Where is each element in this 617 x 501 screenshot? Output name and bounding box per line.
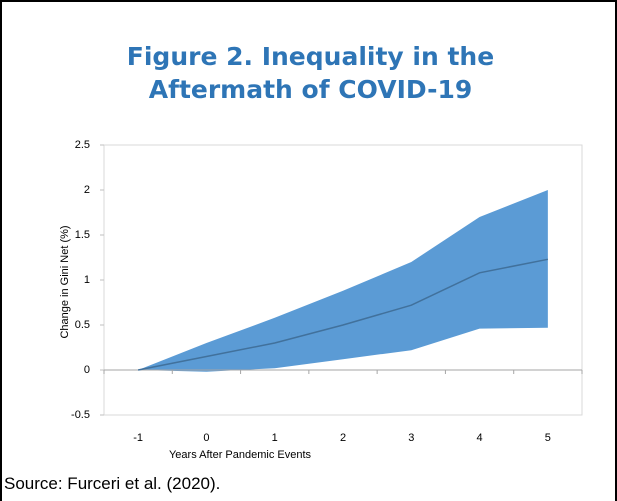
y-tick-label: 1 <box>84 274 90 286</box>
x-tick-label: 5 <box>545 432 551 444</box>
x-tick-label: 2 <box>340 432 346 444</box>
x-tick-label: -1 <box>133 432 143 444</box>
y-tick-label: 0.5 <box>75 319 90 331</box>
y-tick-label: 0 <box>84 364 90 376</box>
x-tick-label: 0 <box>203 432 209 444</box>
y-tick-label: 2 <box>84 184 90 196</box>
figure-title: Figure 2. Inequality in the Aftermath of… <box>126 42 495 104</box>
y-tick-label: 2.5 <box>75 139 90 151</box>
y-tick-label: -0.5 <box>71 409 90 421</box>
x-tick-label: 3 <box>408 432 414 444</box>
y-tick-label: 1.5 <box>75 229 90 241</box>
y-axis-label: Change in Gini Net (%) <box>59 225 71 338</box>
x-tick-label: 1 <box>272 432 278 444</box>
confidence-band <box>138 190 548 372</box>
source-note: Source: Furceri et al. (2020). <box>4 474 221 493</box>
estimate-line <box>137 258 549 371</box>
x-axis-label: Years After Pandemic Events <box>169 449 312 461</box>
x-tick-label: 4 <box>477 432 483 444</box>
